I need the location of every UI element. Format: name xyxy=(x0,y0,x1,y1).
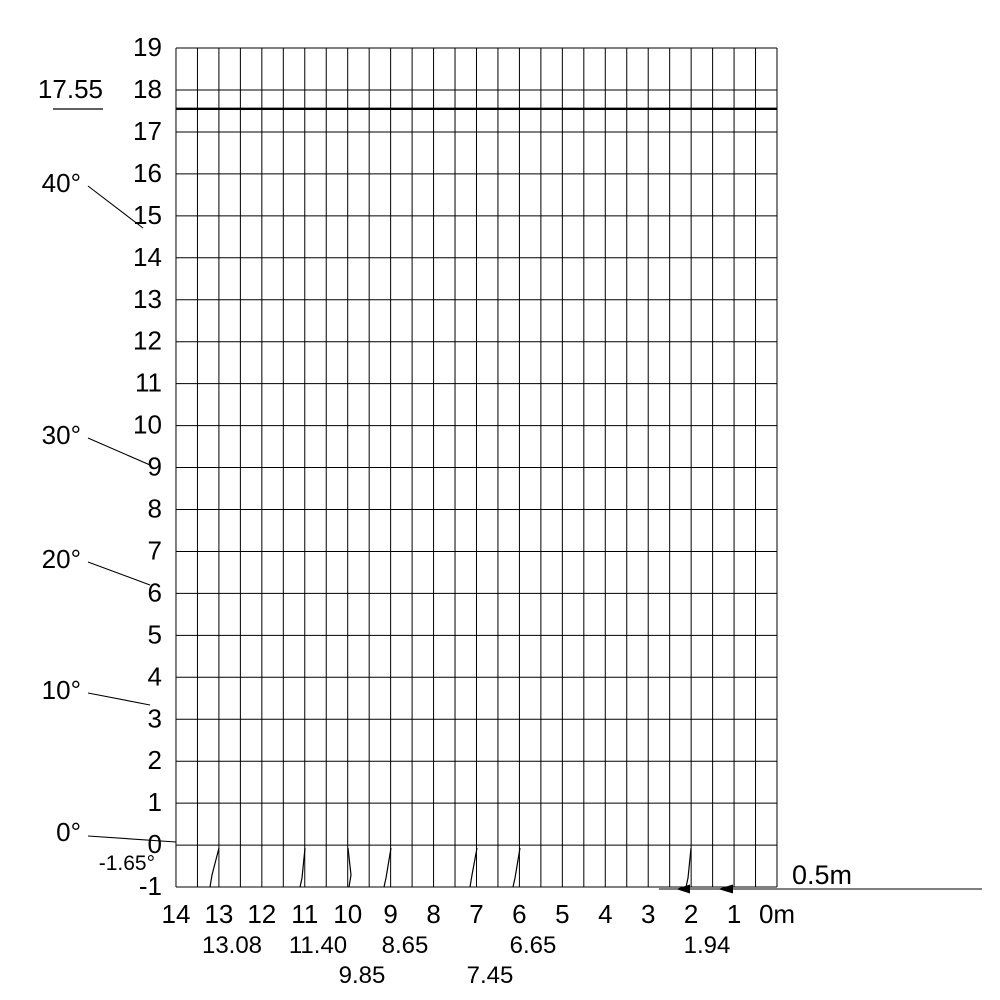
svg-text:18: 18 xyxy=(133,74,162,104)
svg-text:3: 3 xyxy=(641,899,655,929)
svg-text:3: 3 xyxy=(148,703,162,733)
svg-text:9.85: 9.85 xyxy=(339,962,386,989)
svg-text:4: 4 xyxy=(598,899,612,929)
svg-text:5: 5 xyxy=(555,899,569,929)
svg-text:0m: 0m xyxy=(759,899,795,929)
svg-text:30°: 30° xyxy=(42,420,81,450)
svg-text:11: 11 xyxy=(291,899,318,929)
svg-text:1.94: 1.94 xyxy=(684,932,731,959)
svg-text:14: 14 xyxy=(162,899,191,929)
svg-text:13.08: 13.08 xyxy=(202,932,262,959)
svg-text:11: 11 xyxy=(135,368,162,398)
svg-text:8: 8 xyxy=(148,494,162,524)
svg-text:10: 10 xyxy=(133,410,162,440)
svg-text:10: 10 xyxy=(333,899,362,929)
svg-text:15: 15 xyxy=(133,200,162,230)
svg-text:7: 7 xyxy=(148,535,162,565)
svg-text:10°: 10° xyxy=(42,675,81,705)
svg-text:7: 7 xyxy=(469,899,483,929)
svg-text:1: 1 xyxy=(727,899,741,929)
svg-text:13: 13 xyxy=(204,899,233,929)
svg-text:6: 6 xyxy=(512,899,526,929)
svg-text:11.40: 11.40 xyxy=(289,932,347,959)
svg-text:8.65: 8.65 xyxy=(382,932,429,959)
svg-text:12: 12 xyxy=(133,326,162,356)
svg-text:14: 14 xyxy=(133,242,162,272)
svg-text:20°: 20° xyxy=(42,544,81,574)
svg-text:4: 4 xyxy=(148,661,162,691)
svg-text:13: 13 xyxy=(133,284,162,314)
svg-text:6: 6 xyxy=(148,577,162,607)
svg-text:9: 9 xyxy=(148,452,162,482)
svg-text:12: 12 xyxy=(247,899,276,929)
svg-text:-1.65°: -1.65° xyxy=(99,852,155,875)
svg-text:8: 8 xyxy=(426,899,440,929)
svg-text:-1: -1 xyxy=(139,871,162,901)
svg-text:1: 1 xyxy=(148,787,162,817)
svg-text:5: 5 xyxy=(148,619,162,649)
svg-text:7.45: 7.45 xyxy=(467,962,514,989)
svg-text:0.5m: 0.5m xyxy=(792,860,852,890)
svg-text:2: 2 xyxy=(684,899,698,929)
svg-text:19: 19 xyxy=(133,32,162,62)
svg-text:17: 17 xyxy=(133,116,162,146)
svg-text:9: 9 xyxy=(383,899,397,929)
svg-text:6.65: 6.65 xyxy=(510,932,557,959)
svg-text:40°: 40° xyxy=(42,168,81,198)
svg-text:0°: 0° xyxy=(56,817,81,847)
svg-text:17.55: 17.55 xyxy=(38,74,103,104)
svg-text:2: 2 xyxy=(148,745,162,775)
svg-text:16: 16 xyxy=(133,158,162,188)
